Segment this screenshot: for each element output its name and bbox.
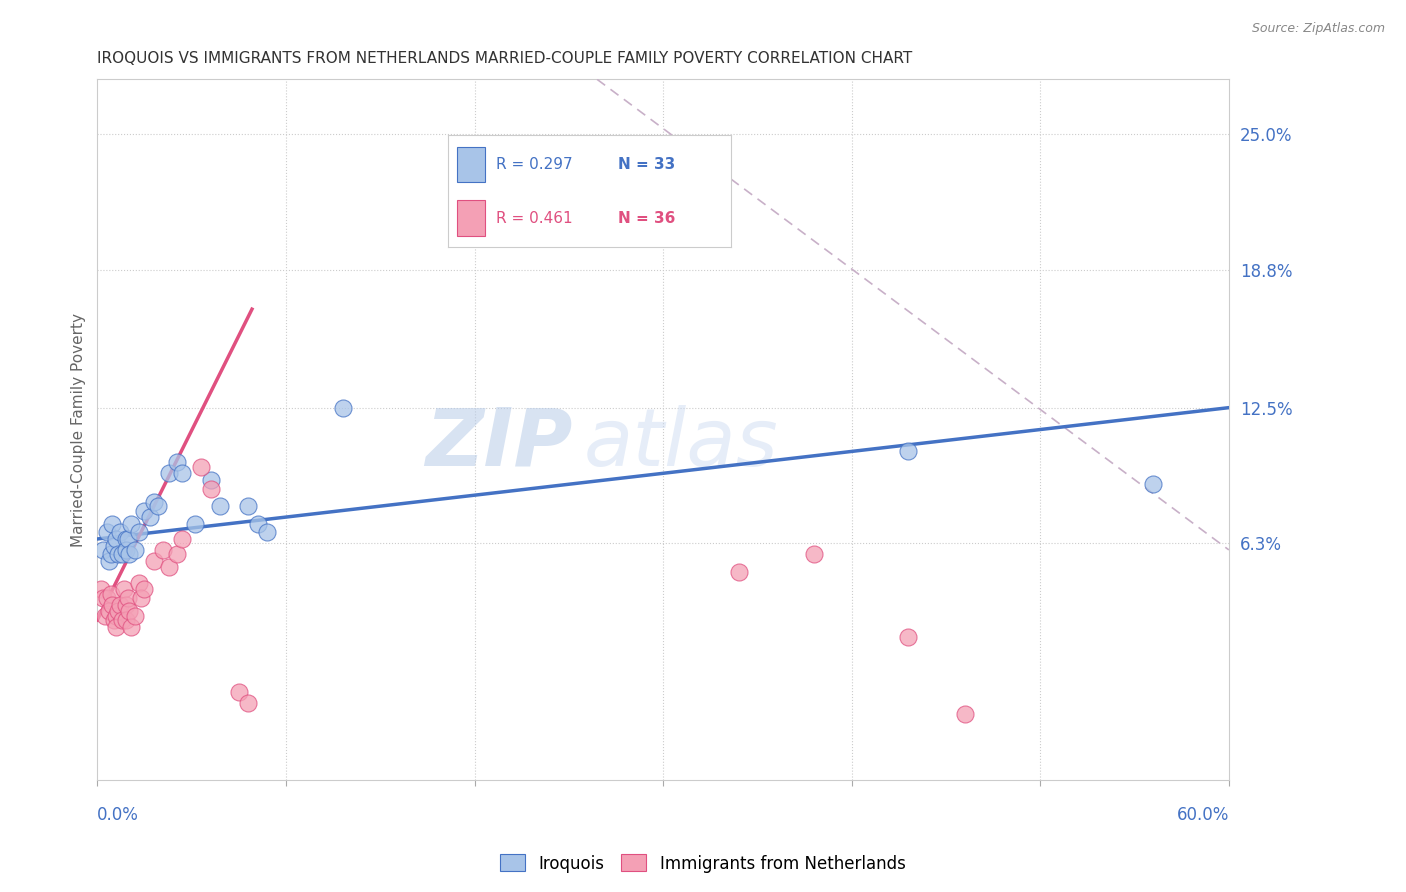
Point	[105, 619, 128, 633]
Point	[105, 608, 128, 623]
Point	[91, 591, 114, 605]
Point	[157, 560, 180, 574]
Point	[246, 516, 269, 531]
Point	[953, 707, 976, 722]
Point	[157, 467, 180, 481]
Point	[332, 401, 354, 415]
Point	[103, 613, 125, 627]
Point	[128, 575, 150, 590]
Point	[184, 516, 207, 531]
Point	[94, 608, 117, 623]
Point	[107, 604, 129, 618]
Point	[152, 542, 174, 557]
Point	[117, 532, 139, 546]
Point	[897, 444, 920, 458]
Point	[208, 499, 231, 513]
Point	[124, 608, 146, 623]
Point	[96, 591, 118, 605]
Point	[114, 542, 136, 557]
Point	[108, 598, 131, 612]
Point	[200, 473, 222, 487]
Point	[114, 532, 136, 546]
Point	[111, 547, 134, 561]
Point	[238, 696, 260, 710]
Text: atlas: atlas	[583, 405, 779, 483]
Point	[142, 495, 165, 509]
Legend: Iroquois, Immigrants from Netherlands: Iroquois, Immigrants from Netherlands	[494, 847, 912, 880]
Point	[105, 532, 128, 546]
Point	[111, 613, 134, 627]
Point	[114, 613, 136, 627]
Text: ZIP: ZIP	[425, 405, 572, 483]
Point	[107, 547, 129, 561]
Point	[90, 582, 112, 597]
Point	[727, 565, 749, 579]
Point	[124, 542, 146, 557]
Point	[97, 604, 120, 618]
Point	[166, 455, 188, 469]
Point	[134, 582, 156, 597]
Point	[172, 532, 194, 546]
Point	[114, 598, 136, 612]
Point	[142, 554, 165, 568]
Point	[803, 547, 825, 561]
Text: IROQUOIS VS IMMIGRANTS FROM NETHERLANDS MARRIED-COUPLE FAMILY POVERTY CORRELATIO: IROQUOIS VS IMMIGRANTS FROM NETHERLANDS …	[97, 51, 912, 66]
Point	[117, 591, 139, 605]
Point	[96, 525, 118, 540]
Point	[100, 587, 122, 601]
Point	[118, 604, 141, 618]
Point	[190, 459, 212, 474]
Point	[238, 499, 260, 513]
Text: 60.0%: 60.0%	[1177, 806, 1229, 824]
Point	[128, 525, 150, 540]
Point	[112, 582, 135, 597]
Point	[91, 542, 114, 557]
Point	[1142, 477, 1164, 491]
Point	[256, 525, 278, 540]
Point	[897, 631, 920, 645]
Point	[118, 547, 141, 561]
Point	[101, 516, 124, 531]
Point	[100, 547, 122, 561]
Point	[134, 503, 156, 517]
Point	[200, 482, 222, 496]
Y-axis label: Married-Couple Family Poverty: Married-Couple Family Poverty	[72, 312, 86, 547]
Text: Source: ZipAtlas.com: Source: ZipAtlas.com	[1251, 22, 1385, 36]
Point	[103, 539, 125, 553]
Point	[101, 598, 124, 612]
Point	[146, 499, 169, 513]
Point	[97, 554, 120, 568]
Point	[172, 467, 194, 481]
Point	[139, 510, 162, 524]
Text: 0.0%: 0.0%	[97, 806, 139, 824]
Point	[129, 591, 152, 605]
Point	[120, 516, 142, 531]
Point	[166, 547, 188, 561]
Point	[108, 525, 131, 540]
Point	[228, 685, 250, 699]
Point	[120, 619, 142, 633]
